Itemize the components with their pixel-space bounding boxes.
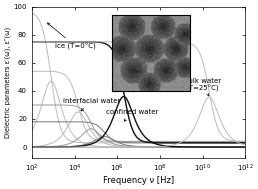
Text: interfacial water: interfacial water xyxy=(63,98,121,111)
X-axis label: Frequency ν [Hz]: Frequency ν [Hz] xyxy=(103,176,174,185)
Y-axis label: Dielectric parameters ε′(ω), ε″(ω): Dielectric parameters ε′(ω), ε″(ω) xyxy=(4,27,11,138)
Text: ice (T=0°C): ice (T=0°C) xyxy=(47,23,96,50)
Text: confined water: confined water xyxy=(106,109,158,121)
Text: bulk water
(T=25°C): bulk water (T=25°C) xyxy=(184,78,221,96)
